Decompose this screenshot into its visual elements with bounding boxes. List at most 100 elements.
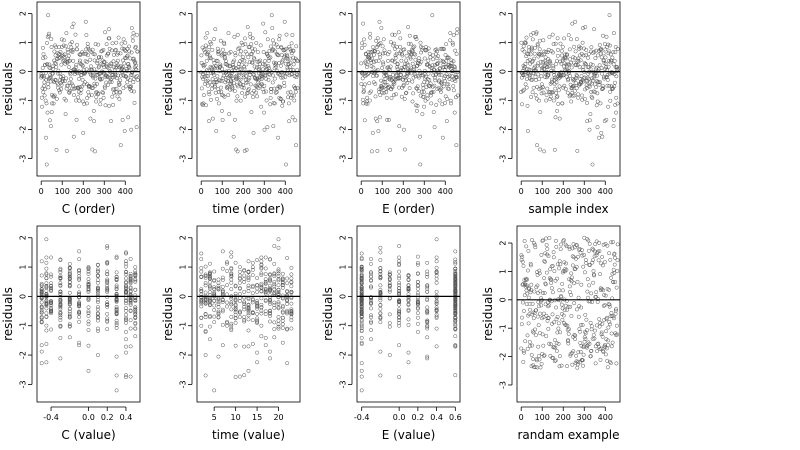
data-point [114, 354, 119, 359]
data-point [80, 64, 85, 69]
data-point [112, 87, 117, 92]
data-point [451, 88, 456, 93]
data-point [434, 56, 439, 61]
data-point [259, 296, 264, 301]
data-point [221, 51, 226, 56]
data-point [445, 96, 450, 101]
data-point [61, 74, 66, 79]
data-point [422, 104, 427, 109]
data-point [402, 47, 407, 52]
data-point [291, 62, 296, 67]
y-axis-label: residuals [481, 62, 495, 116]
data-point [123, 49, 128, 53]
data-point [233, 343, 238, 348]
data-point [84, 60, 89, 64]
data-point [434, 47, 439, 52]
data-point [124, 306, 128, 311]
data-point [220, 275, 225, 280]
data-point [385, 86, 390, 91]
data-point [67, 280, 72, 285]
data-point [449, 74, 454, 78]
data-point [615, 101, 620, 106]
data-point [246, 86, 251, 91]
data-point [291, 93, 296, 98]
data-point [220, 278, 225, 282]
data-point [86, 305, 91, 310]
data-point [118, 51, 123, 56]
data-point [250, 342, 255, 346]
data-point [434, 326, 439, 331]
data-point [258, 58, 263, 63]
data-point [44, 162, 49, 167]
data-point [47, 75, 52, 80]
data-point [39, 319, 44, 324]
data-point [569, 37, 573, 42]
data-point [590, 258, 595, 263]
y-tick-label: -2 [499, 353, 508, 361]
data-point [385, 83, 390, 88]
data-point [540, 332, 545, 337]
data-point [57, 90, 62, 95]
data-point [612, 262, 617, 267]
data-point [598, 80, 602, 85]
data-point [44, 276, 49, 280]
data-point [225, 261, 229, 266]
data-point [105, 289, 110, 294]
data-point [266, 77, 271, 82]
data-point [272, 320, 277, 325]
data-point [86, 266, 91, 270]
data-point [581, 363, 585, 368]
data-point [429, 90, 434, 95]
data-point [103, 30, 108, 35]
data-point [434, 276, 439, 281]
data-point [96, 42, 101, 47]
data-point [524, 35, 529, 40]
data-point [584, 83, 589, 88]
data-point [434, 280, 439, 285]
data-point [602, 42, 607, 46]
data-point [520, 102, 524, 107]
data-point [100, 90, 105, 95]
data-point [204, 59, 209, 63]
data-point [124, 308, 128, 313]
y-tick-label: -1 [339, 97, 348, 105]
data-point [280, 285, 285, 290]
data-point [610, 55, 615, 60]
data-point [289, 318, 294, 323]
data-point [207, 280, 212, 285]
data-point [581, 53, 586, 58]
data-point [239, 40, 244, 45]
data-point [54, 65, 59, 69]
data-point [590, 260, 595, 265]
data-point [95, 267, 100, 272]
data-point [423, 98, 428, 103]
data-point [58, 324, 63, 329]
data-point [611, 62, 616, 67]
data-point [521, 359, 526, 364]
data-point [248, 82, 253, 87]
data-point [229, 254, 234, 259]
data-point [392, 32, 397, 37]
data-point [242, 319, 247, 324]
x-tick-label: 0.2 [101, 413, 114, 422]
data-point [61, 59, 66, 63]
data-point [533, 333, 538, 338]
data-point [404, 53, 409, 58]
data-point [203, 264, 208, 269]
data-point [206, 90, 211, 94]
data-point [555, 53, 560, 58]
data-point [128, 298, 133, 303]
data-point [284, 46, 289, 51]
data-point [587, 241, 592, 246]
data-point [245, 90, 250, 95]
data-point [564, 56, 568, 61]
data-point [604, 65, 609, 70]
data-point [550, 50, 555, 55]
data-point [268, 272, 272, 277]
data-point [522, 239, 527, 243]
data-point [447, 73, 452, 78]
data-point [105, 288, 110, 293]
x-tick-label: 0.6 [449, 413, 462, 422]
data-point [128, 85, 133, 90]
data-point [268, 102, 273, 107]
